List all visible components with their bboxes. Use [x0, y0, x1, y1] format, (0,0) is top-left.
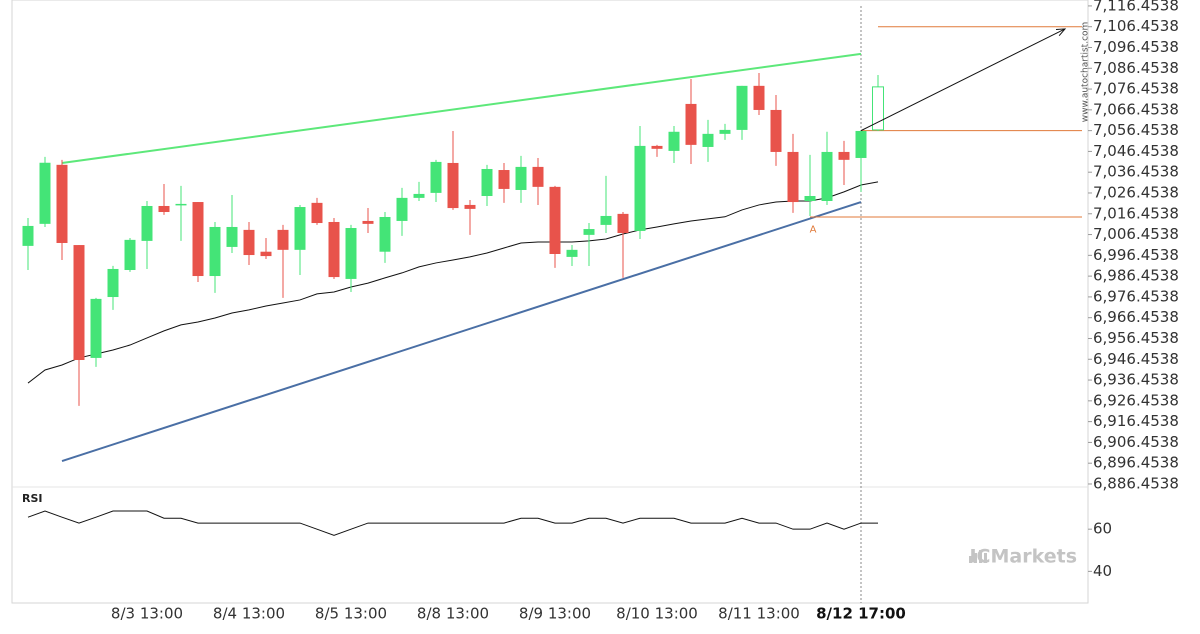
candle-body — [124, 239, 136, 271]
logo-text: ICMarkets — [969, 546, 1077, 568]
y-tick-label: 6,986.4538 — [1093, 267, 1179, 285]
y-tick-label: 6,896.4538 — [1093, 454, 1179, 472]
rsi-tick-label: 40 — [1093, 562, 1112, 580]
candle-body — [192, 202, 204, 277]
candle-body — [651, 145, 663, 149]
candle-body — [260, 251, 272, 257]
candle-body — [838, 151, 850, 160]
candle-body — [56, 164, 68, 243]
candle-body — [362, 220, 374, 224]
y-tick-label: 7,046.4538 — [1093, 142, 1179, 160]
y-tick-label: 7,006.4538 — [1093, 225, 1179, 243]
candle-body — [175, 203, 187, 206]
candle-body — [804, 196, 816, 201]
x-tick-label: 8/3 13:00 — [111, 605, 183, 623]
y-tick-label: 7,056.4538 — [1093, 121, 1179, 139]
candle-body — [345, 228, 357, 279]
candle-body — [719, 129, 731, 134]
candle-body — [90, 298, 102, 358]
y-tick-label: 7,016.4538 — [1093, 204, 1179, 222]
y-tick-label: 6,936.4538 — [1093, 371, 1179, 389]
candle-body — [566, 249, 578, 257]
trend-line — [61, 52, 862, 164]
candle-body — [379, 216, 391, 252]
logo-icon — [969, 550, 987, 563]
rsi-line — [27, 510, 878, 536]
candle-body — [600, 215, 612, 225]
moving-average — [27, 181, 879, 384]
candle-body — [770, 109, 782, 152]
rsi-tick-label: 60 — [1093, 520, 1112, 538]
candle-body — [855, 130, 867, 158]
x-tick-label: 8/9 13:00 — [519, 605, 591, 623]
plot-frame — [11, 0, 1089, 604]
candle-body — [821, 151, 833, 201]
y-tick-label: 6,976.4538 — [1093, 287, 1179, 305]
y-tick-label: 6,886.4538 — [1093, 474, 1179, 492]
candle-body — [634, 145, 646, 231]
y-tick-label: 7,096.4538 — [1093, 38, 1179, 56]
y-tick-label: 7,066.4538 — [1093, 100, 1179, 118]
y-tick-label: 6,966.4538 — [1093, 308, 1179, 326]
candle-body — [464, 204, 476, 209]
candle-body — [787, 151, 799, 203]
candle-body — [872, 86, 884, 131]
candle-body — [430, 161, 442, 193]
candle-body — [498, 170, 510, 189]
y-tick-label: 6,906.4538 — [1093, 433, 1179, 451]
arrow-head — [1055, 28, 1067, 37]
y-tick-label: 7,036.4538 — [1093, 163, 1179, 181]
candle-body — [413, 193, 425, 198]
candle-body — [447, 162, 459, 209]
candle-body — [702, 133, 714, 147]
y-tick-label: 7,116.4538 — [1093, 0, 1179, 14]
annotation: A — [810, 224, 817, 235]
candle-body — [685, 103, 697, 145]
candle-body — [243, 229, 255, 256]
y-tick-label: 7,106.4538 — [1093, 17, 1179, 35]
candle-body — [22, 225, 34, 246]
candle-body — [39, 162, 51, 224]
candle-body — [736, 85, 748, 130]
trend-line — [61, 201, 862, 462]
candle-body — [396, 197, 408, 221]
candle-body — [753, 85, 765, 110]
candle-body — [481, 168, 493, 197]
candle-body — [158, 205, 170, 213]
y-tick-label: 7,086.4538 — [1093, 59, 1179, 77]
x-tick-label: 8/10 13:00 — [616, 605, 698, 623]
y-tick-label: 6,926.4538 — [1093, 391, 1179, 409]
watermark: www.autochartist.com — [1081, 22, 1091, 123]
y-tick-label: 7,076.4538 — [1093, 80, 1179, 98]
candle-body — [209, 226, 221, 277]
candle-body — [515, 166, 527, 190]
y-tick-label: 7,026.4538 — [1093, 183, 1179, 201]
y-tick-label: 6,996.4538 — [1093, 246, 1179, 264]
candle-body — [549, 186, 561, 254]
rsi-label: RSI — [22, 492, 43, 505]
y-tick-label: 6,956.4538 — [1093, 329, 1179, 347]
candle-body — [617, 213, 629, 234]
candle-body — [107, 268, 119, 298]
candle-body — [294, 207, 306, 250]
candle-body — [532, 166, 544, 187]
candle-body — [277, 229, 289, 250]
candle-body — [311, 202, 323, 224]
x-tick-label: 8/11 13:00 — [718, 605, 800, 623]
y-tick-label: 6,916.4538 — [1093, 412, 1179, 430]
x-tick-label: 8/12 17:00 — [816, 605, 906, 623]
y-tick-label: 6,946.4538 — [1093, 350, 1179, 368]
candle-body — [583, 229, 595, 235]
projection-arrow — [860, 28, 1066, 132]
candle-body — [328, 221, 340, 278]
x-tick-label: 8/8 13:00 — [417, 605, 489, 623]
candle-body — [668, 131, 680, 151]
candle-body — [226, 226, 238, 247]
candle-body — [73, 245, 85, 361]
x-tick-label: 8/4 13:00 — [213, 605, 285, 623]
candle-body — [141, 205, 153, 241]
x-tick-label: 8/5 13:00 — [315, 605, 387, 623]
